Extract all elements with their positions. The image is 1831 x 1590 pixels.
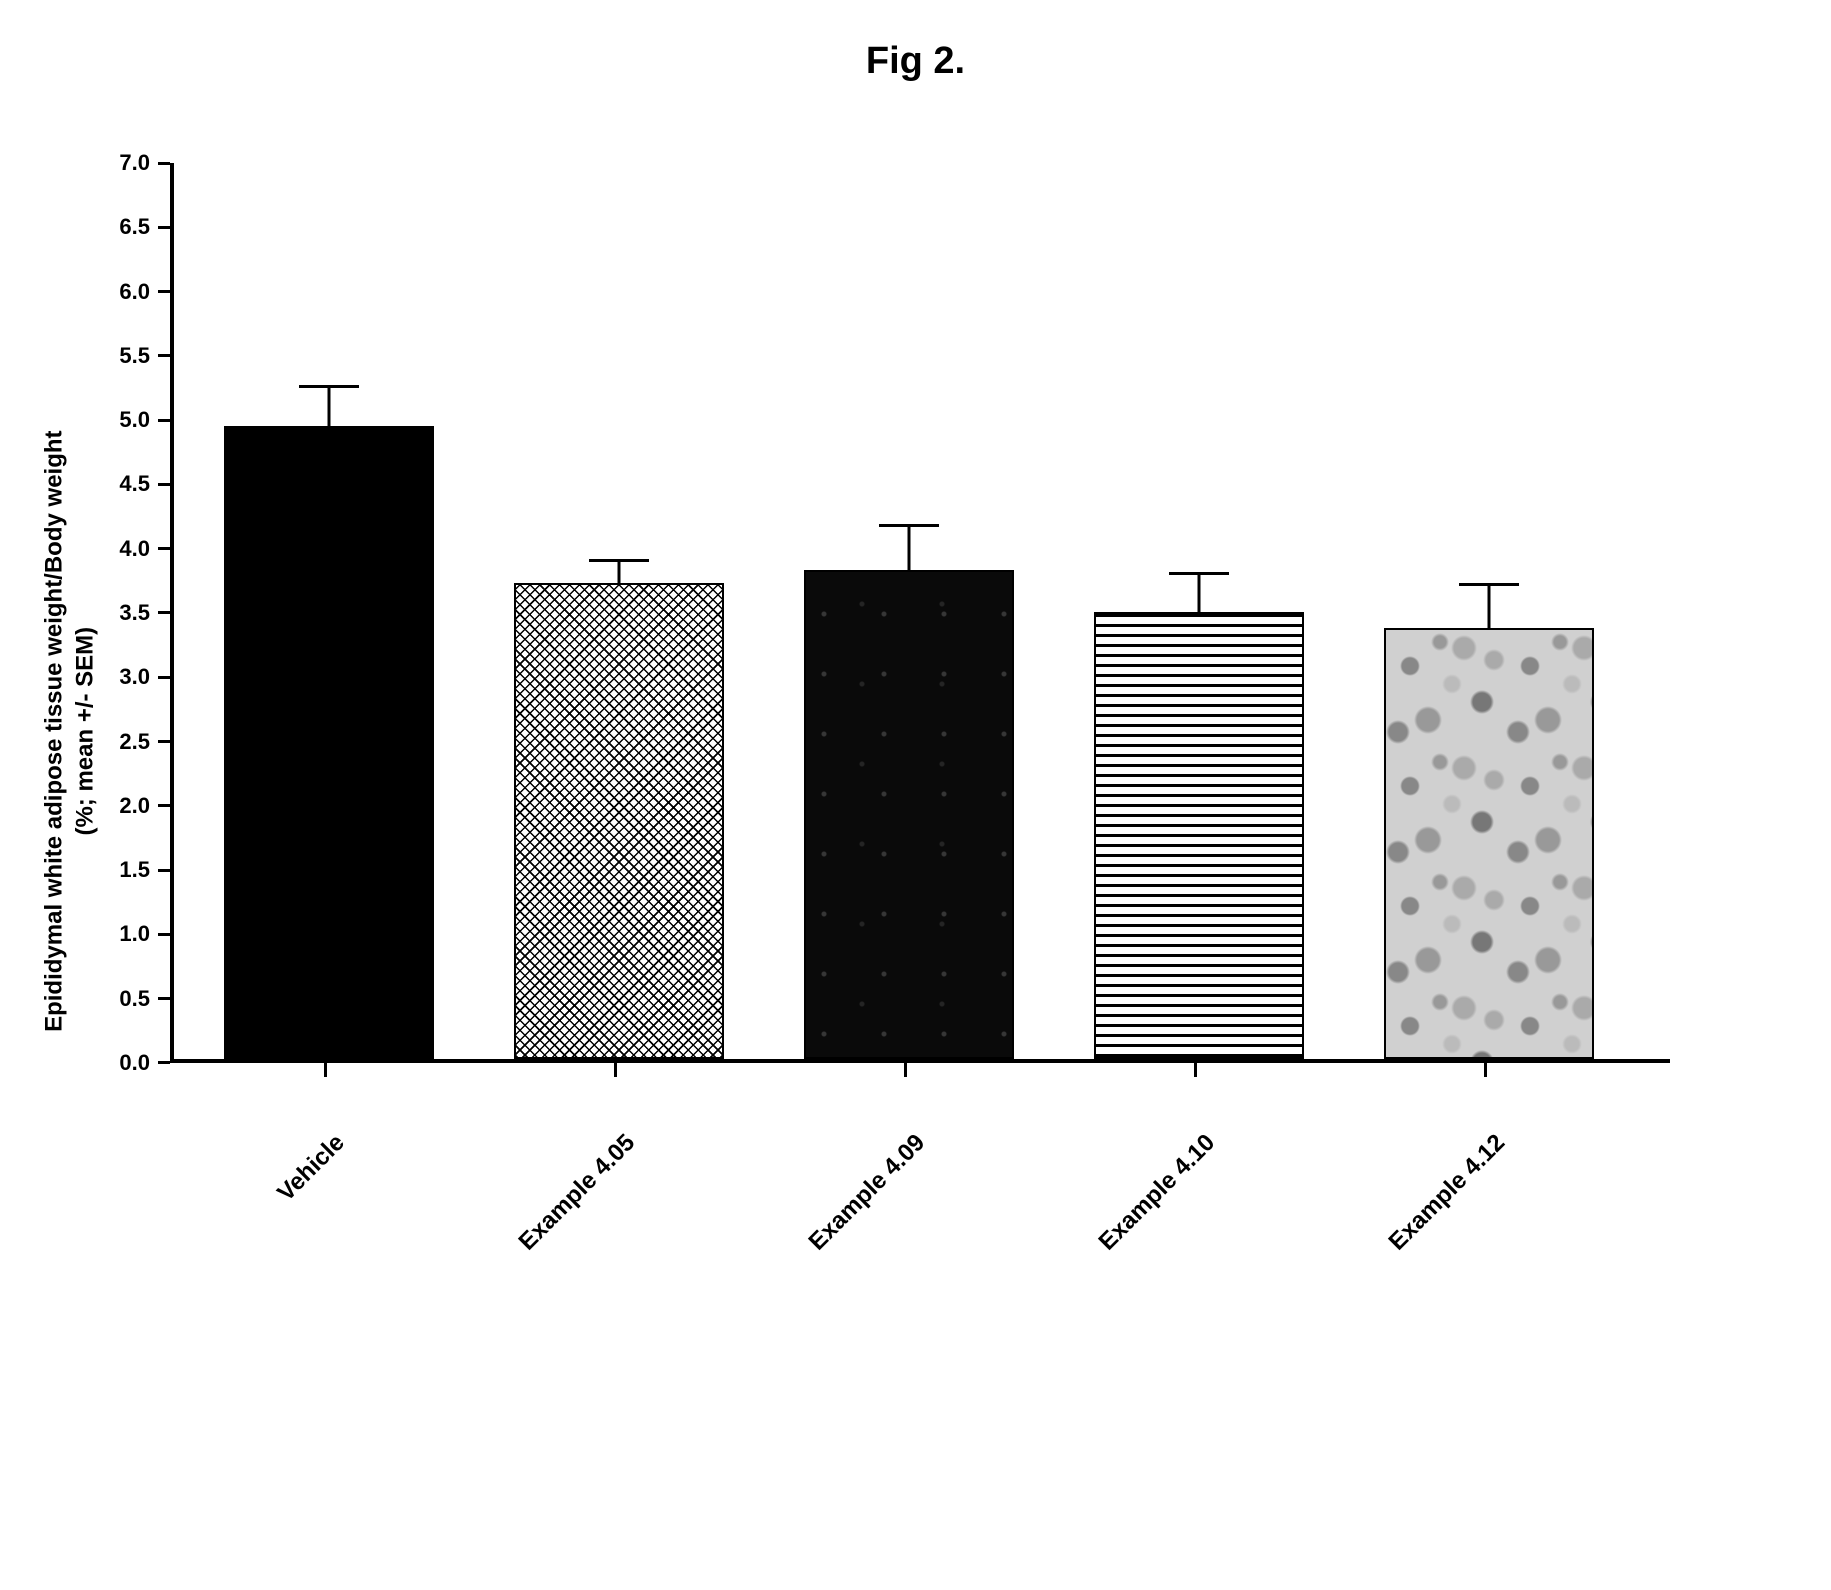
y-tick-label: 6.5 <box>119 214 158 240</box>
error-bar-cap <box>299 385 359 388</box>
y-tick-label: 7.0 <box>119 150 158 176</box>
plot-row: 0.00.51.01.52.02.53.03.54.04.55.05.56.06… <box>100 163 1670 1063</box>
x-tick-label: Example 4.10 <box>1093 1129 1220 1256</box>
y-axis-label: Epididymal white adipose tissue weight/B… <box>39 430 101 1031</box>
chart: Epididymal white adipose tissue weight/B… <box>40 163 1791 1299</box>
bar <box>514 583 724 1059</box>
y-tick-label: 1.0 <box>119 921 158 947</box>
error-bar-stem <box>618 560 621 583</box>
plot-area <box>170 163 1670 1063</box>
figure-title: Fig 2. <box>40 40 1791 83</box>
x-tick-label: Example 4.05 <box>513 1129 640 1256</box>
y-tick-mark <box>158 997 170 1000</box>
y-tick-mark <box>158 354 170 357</box>
bar <box>804 570 1014 1059</box>
y-tick-label: 5.0 <box>119 407 158 433</box>
x-tick-mark <box>614 1063 617 1077</box>
x-axis-ticks <box>170 1063 1670 1079</box>
bar-group <box>514 560 724 1059</box>
y-axis-ticks: 0.00.51.01.52.02.53.03.54.04.55.05.56.06… <box>100 163 170 1063</box>
error-bar-cap <box>589 559 649 562</box>
bar <box>1094 612 1304 1059</box>
y-tick-label: 0.5 <box>119 986 158 1012</box>
y-tick-mark <box>158 933 170 936</box>
y-tick-label: 3.0 <box>119 664 158 690</box>
y-axis-label-line1: Epididymal white adipose tissue weight/B… <box>41 430 68 1031</box>
bar-group <box>1384 585 1594 1059</box>
y-tick-mark <box>158 611 170 614</box>
bar <box>224 426 434 1059</box>
y-tick-label: 0.0 <box>119 1050 158 1076</box>
bar-group <box>224 387 434 1059</box>
bar-group <box>804 525 1014 1059</box>
y-tick-label: 2.0 <box>119 793 158 819</box>
y-tick-label: 5.5 <box>119 343 158 369</box>
y-tick-label: 4.0 <box>119 536 158 562</box>
figure: Fig 2. Epididymal white adipose tissue w… <box>40 40 1791 1299</box>
y-axis-label-line2: (%; mean +/- SEM) <box>72 627 99 836</box>
y-tick-mark <box>158 804 170 807</box>
y-tick-mark <box>158 419 170 422</box>
y-tick-label: 1.5 <box>119 857 158 883</box>
error-bar-stem <box>1198 573 1201 612</box>
y-tick-label: 2.5 <box>119 729 158 755</box>
y-tick-label: 6.0 <box>119 279 158 305</box>
plot-column: 0.0 0.5 1.0 1.5 2.0 2.5 3.0 3.5 4.0 4.5 5.0 5.5 6.0 6… <box>100 163 1670 1299</box>
error-bar-cap <box>879 524 939 527</box>
x-tick-mark <box>1194 1063 1197 1077</box>
error-bar-stem <box>908 525 911 570</box>
error-bar-stem <box>1488 585 1491 629</box>
error-bar-cap <box>1169 572 1229 575</box>
x-tick-label: Example 4.09 <box>803 1129 930 1256</box>
error-bar-cap <box>1459 583 1519 586</box>
y-tick-mark <box>158 290 170 293</box>
x-tick-mark <box>904 1063 907 1077</box>
y-tick-mark <box>158 547 170 550</box>
x-axis-labels: Vehicle Example 4.05 Example 4.09 Example 4… <box>170 1079 1670 1299</box>
y-tick-mark <box>158 676 170 679</box>
x-tick-mark <box>1484 1063 1487 1077</box>
bar-group <box>1094 573 1304 1059</box>
y-tick-mark <box>158 1061 170 1064</box>
y-tick-mark <box>158 162 170 165</box>
bar <box>1384 628 1594 1059</box>
y-axis-label-wrap: Epididymal white adipose tissue weight/B… <box>40 281 100 1181</box>
y-tick-mark <box>158 483 170 486</box>
x-tick-label: Vehicle <box>272 1129 350 1207</box>
y-tick-mark <box>158 869 170 872</box>
y-tick-label: 4.5 <box>119 471 158 497</box>
y-tick-mark <box>158 740 170 743</box>
x-tick-label: Example 4.12 <box>1383 1129 1510 1256</box>
y-tick-label: 3.5 <box>119 600 158 626</box>
x-tick-mark <box>324 1063 327 1077</box>
y-tick-mark <box>158 226 170 229</box>
error-bar-stem <box>328 387 331 427</box>
